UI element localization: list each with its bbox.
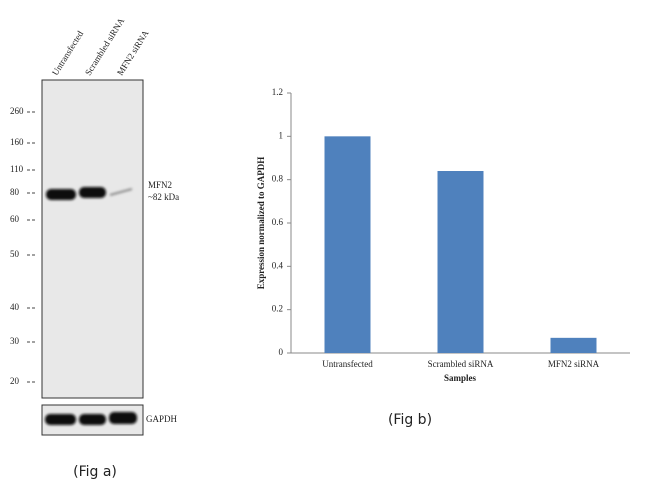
marker-label: 260 bbox=[10, 106, 24, 116]
blot-membrane bbox=[41, 79, 144, 399]
x-tick-label: Untransfected bbox=[322, 359, 373, 369]
bar bbox=[437, 171, 484, 353]
marker-label: 20 bbox=[10, 376, 20, 386]
marker-label: 80 bbox=[10, 187, 20, 197]
bands bbox=[45, 187, 137, 425]
marker-label: 30 bbox=[10, 336, 20, 346]
y-tick-label: 1 bbox=[279, 130, 284, 140]
band bbox=[109, 188, 133, 196]
y-tick-label: 0.8 bbox=[272, 174, 284, 184]
control-label: GAPDH bbox=[146, 414, 178, 424]
band-size: ~82 kDa bbox=[148, 192, 179, 202]
y-tick-label: 1.2 bbox=[272, 87, 283, 97]
band bbox=[109, 412, 137, 424]
band-label: MFN2 bbox=[148, 180, 172, 190]
x-axis-label: Samples bbox=[444, 373, 477, 383]
caption: (Fig a) bbox=[73, 464, 117, 480]
band bbox=[46, 189, 76, 200]
marker-label: 60 bbox=[10, 214, 20, 224]
band bbox=[45, 414, 76, 425]
band bbox=[79, 414, 106, 425]
x-tick-label: Scrambled siRNA bbox=[428, 359, 494, 369]
marker-label: 110 bbox=[10, 164, 24, 174]
y-tick-label: 0.4 bbox=[272, 260, 284, 270]
marker-label: 40 bbox=[10, 302, 20, 312]
x-tick-label: MFN2 siRNA bbox=[548, 359, 600, 369]
lane-label: MFN2 siRNA bbox=[115, 28, 151, 77]
y-axis-label: Expression normalized to GAPDH bbox=[256, 157, 266, 290]
y-tick-label: 0.6 bbox=[272, 217, 284, 227]
marker-label: 160 bbox=[10, 137, 24, 147]
y-tick-label: 0.2 bbox=[272, 304, 283, 314]
bar bbox=[550, 337, 597, 353]
bar bbox=[324, 136, 371, 353]
lane-label: Untransfected bbox=[50, 29, 85, 78]
caption: (Fig b) bbox=[388, 412, 432, 428]
y-tick-label: 0 bbox=[279, 347, 284, 357]
band bbox=[79, 187, 106, 198]
marker-label: 50 bbox=[10, 249, 20, 259]
